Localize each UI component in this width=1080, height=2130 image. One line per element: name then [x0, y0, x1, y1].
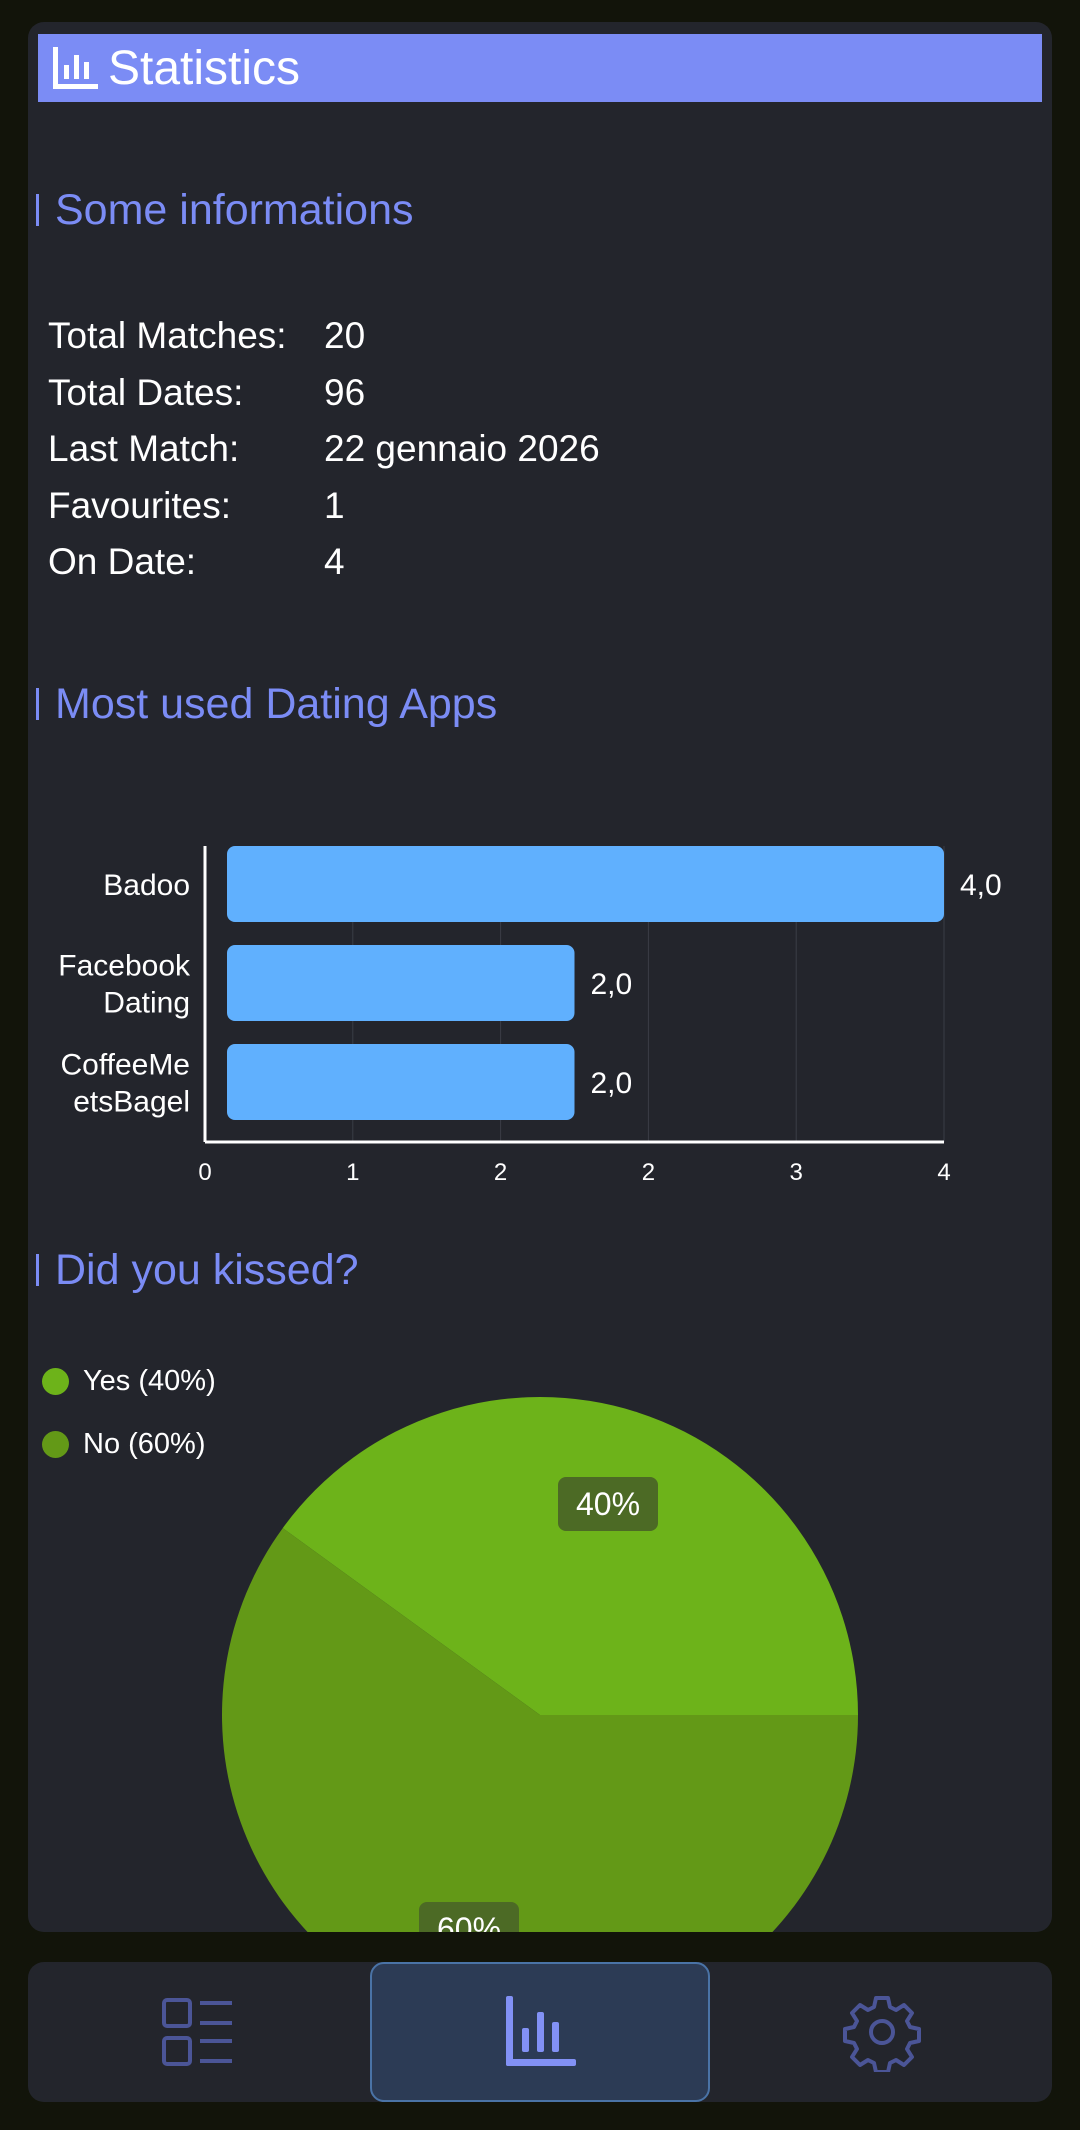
category-label: Badoo [103, 869, 190, 902]
gear-icon [843, 1996, 921, 2072]
pie-slice [222, 1528, 858, 1932]
section-title-apps: Most used Dating Apps [36, 674, 497, 734]
legend-dot [42, 1431, 69, 1458]
bottom-navigation [28, 1962, 1052, 2102]
info-list: Total Matches: 20 Total Dates: 96 Last M… [48, 308, 600, 591]
category-label: Dating [103, 987, 190, 1020]
legend-dot [42, 1368, 69, 1395]
pie-legend: Yes (40%) No (60%) [42, 1350, 216, 1476]
x-tick-label: 3 [790, 1159, 803, 1186]
info-label: On Date: [48, 541, 197, 583]
data-label: 4,0 [960, 869, 1002, 902]
slice-label: 60% [437, 1911, 501, 1932]
x-tick-label: 2 [494, 1159, 507, 1186]
section-title-info: Some informations [36, 180, 414, 240]
info-row-on-date: On Date: 4 [48, 534, 600, 591]
info-row-favourites: Favourites: 1 [48, 478, 600, 535]
info-label: Last Match: [48, 428, 240, 470]
nav-statistics-button[interactable] [370, 1962, 710, 2102]
data-label: 2,0 [591, 1067, 633, 1100]
info-label: Total Matches: [48, 315, 287, 357]
x-tick-label: 4 [937, 1159, 950, 1186]
pie-slice [282, 1397, 858, 1715]
slice-label-box [419, 1902, 519, 1932]
slice-label: 40% [576, 1486, 640, 1522]
slice-label-box [558, 1477, 658, 1531]
kiss-pie-chart: 40% 60% [28, 1322, 1052, 1932]
pie-chart-svg: 40% 60% [222, 1397, 858, 1932]
section-title-kiss: Did you kissed? [36, 1240, 359, 1300]
data-label: 2,0 [591, 968, 633, 1001]
category-label: CoffeeMe [60, 1049, 190, 1082]
bar [227, 846, 944, 922]
dating-apps-chart: 0 1 2 2 3 4 4,0 Badoo 2,0 Facebook Dating 2,0 Coffee… [28, 812, 1052, 1192]
section-marker [36, 688, 39, 720]
info-value: 22 gennaio 2026 [324, 428, 600, 470]
statistics-panel: Statistics Some informations Total Match… [28, 22, 1052, 1932]
nav-list-button[interactable] [28, 1962, 368, 2102]
bar [227, 1044, 575, 1120]
bar-chart-icon [53, 47, 98, 89]
section-title-text: Did you kissed? [55, 1245, 359, 1294]
info-value: 1 [324, 484, 345, 526]
info-row-total-dates: Total Dates: 96 [48, 365, 600, 422]
nav-settings-button[interactable] [712, 1962, 1052, 2102]
info-value: 20 [324, 315, 366, 357]
bar [227, 945, 575, 1021]
category-label: Facebook [58, 950, 191, 983]
legend-label: No (60%) [83, 1428, 206, 1460]
legend-item-no[interactable]: No (60%) [42, 1413, 216, 1476]
section-title-text: Most used Dating Apps [55, 679, 498, 728]
legend-label: Yes (40%) [83, 1365, 216, 1397]
x-tick-label: 2 [642, 1159, 655, 1186]
info-row-total-matches: Total Matches: 20 [48, 308, 600, 365]
section-marker [36, 1254, 39, 1286]
title-bar: Statistics [38, 34, 1042, 102]
info-value: 4 [324, 541, 345, 583]
section-marker [36, 194, 39, 226]
info-label: Total Dates: [48, 371, 244, 413]
info-label: Favourites: [48, 484, 232, 526]
bar-chart-icon [506, 1996, 576, 2066]
category-label: etsBagel [73, 1086, 190, 1119]
x-tick-label: 1 [346, 1159, 359, 1186]
page-title: Statistics [108, 41, 301, 95]
info-row-last-match: Last Match: 22 gennaio 2026 [48, 421, 600, 478]
list-icon [162, 1998, 232, 2066]
legend-item-yes[interactable]: Yes (40%) [42, 1350, 216, 1413]
section-title-text: Some informations [55, 185, 414, 234]
bar-chart-svg: 0 1 2 2 3 4 4,0 Badoo 2,0 Facebook Dating 2,0 Coffee… [58, 846, 1002, 1186]
info-value: 96 [324, 371, 366, 413]
x-tick-label: 0 [198, 1159, 211, 1186]
